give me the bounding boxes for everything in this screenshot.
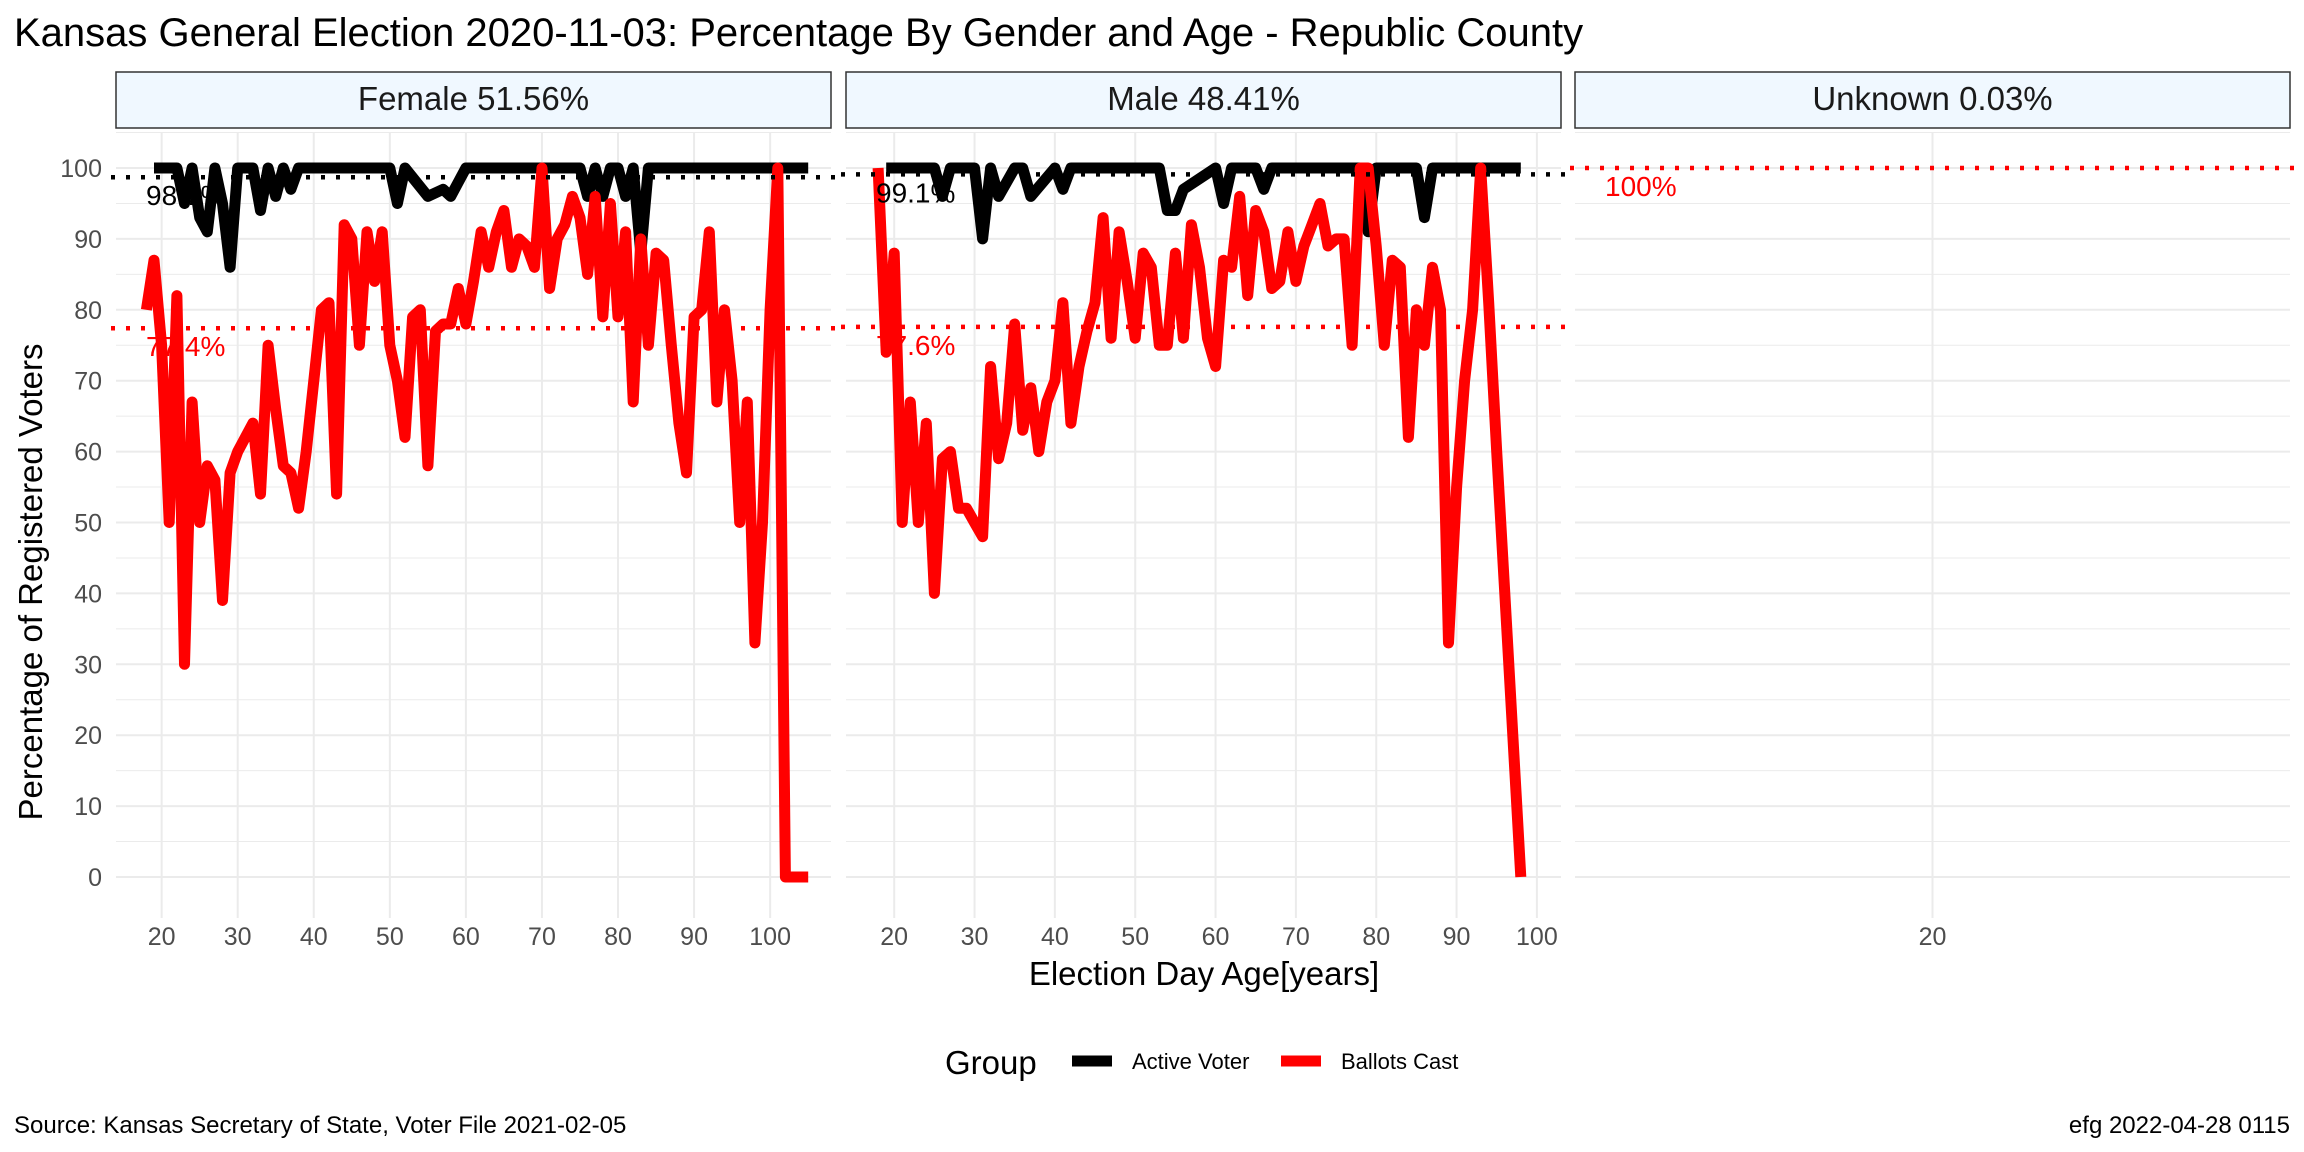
series-line-active-voter [886,162,1521,245]
panel-3: Unknown 0.03% 20 100% [1570,71,2295,951]
panel-1: Female 51.56% 0 10 20 30 40 50 60 70 80 90 100 20 30 4… [60,71,836,951]
x-tick-label: 100 [749,923,791,951]
x-tick-label: 30 [961,923,989,951]
x-tick-label: 20 [1919,923,1947,951]
x-tick-label: 50 [376,923,404,951]
y-tick-label: 50 [74,510,102,538]
gridlines [1575,132,2290,918]
panel-strip [115,71,832,129]
panel-strip-label: Male 48.41% [1107,80,1300,117]
y-tick-label: 0 [88,864,102,892]
reference-label: 77.4% [146,331,225,362]
y-tick-label: 70 [74,368,102,396]
x-tick-label: 60 [1202,923,1230,951]
legend-title: Group [945,1044,1037,1081]
x-tick-label: 90 [680,923,708,951]
x-axis-title: Election Day Age[years] [1029,955,1379,992]
x-tick-label: 40 [1041,923,1069,951]
x-tick-label: 80 [1362,923,1390,951]
x-tick-label: 70 [528,923,556,951]
source-caption: Source: Kansas Secretary of State, Voter… [14,1112,626,1139]
timestamp-caption: efg 2022-04-28 0115 [2069,1112,2290,1139]
reference-label: 98.7% [146,180,225,211]
x-tick-label: 30 [224,923,252,951]
y-tick-label: 30 [74,651,102,679]
y-tick-label: 60 [74,439,102,467]
y-tick-label: 80 [74,297,102,325]
y-tick-label: 10 [74,793,102,821]
x-tick-label: 20 [880,923,908,951]
panel-2: Male 48.41% 20 30 40 50 60 70 80 90 100 99.1% 77.6% [841,71,1566,951]
chart-title: Kansas General Election 2020-11-03: Perc… [14,11,1583,55]
series-line-ballots-cast [140,162,809,883]
x-tick-label: 60 [452,923,480,951]
y-axis-title: Percentage of Registered Voters [12,344,49,821]
y-tick-label: 90 [74,226,102,254]
series-line-active-voter [154,162,809,273]
x-tick-label: 70 [1282,923,1310,951]
legend-label: Ballots Cast [1341,1049,1458,1074]
chart-panels: Female 51.56% 0 10 20 30 40 50 60 70 80 90 100 20 30 4… [60,71,2295,951]
reference-label: 77.6% [876,330,955,361]
x-tick-label: 90 [1443,923,1471,951]
y-tick-label: 20 [74,722,102,750]
panel-strip-label: Unknown 0.03% [1812,80,2052,117]
legend-entries: Active Voter Ballots Cast [1072,1049,1458,1074]
x-tick-label: 100 [1516,923,1558,951]
x-tick-label: 20 [148,923,176,951]
legend: Group Active Voter Ballots Cast [945,1044,1458,1081]
panel-strip [845,71,1562,129]
series-line-ballots-cast [872,162,1527,878]
x-tick-label: 80 [604,923,632,951]
x-tick-label: 50 [1121,923,1149,951]
panel-strip-label: Female 51.56% [358,80,589,117]
reference-label: 99.1% [876,177,955,208]
reference-label: 100% [1605,171,1677,202]
x-tick-label: 40 [300,923,328,951]
y-tick-label: 100 [60,155,102,183]
y-tick-label: 40 [74,580,102,608]
legend-label: Active Voter [1132,1049,1249,1074]
panel-strip [1574,71,2291,129]
